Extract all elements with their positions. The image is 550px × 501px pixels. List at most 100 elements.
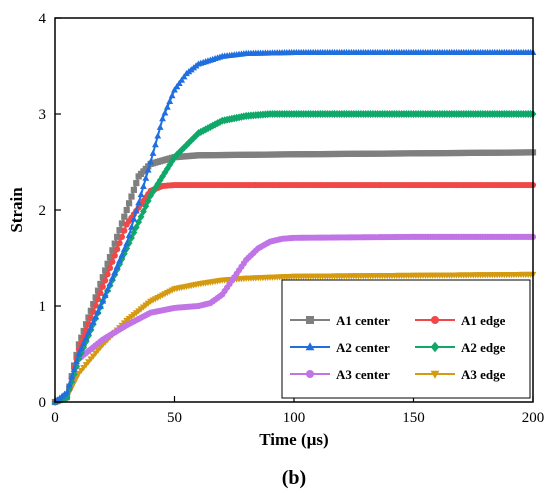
data-point <box>178 76 186 83</box>
data-point <box>140 182 147 189</box>
data-point <box>137 212 145 221</box>
legend-label: A3 center <box>336 367 390 382</box>
legend: A1 center A1 edge A2 center A2 edge A3 cente… <box>281 279 531 399</box>
y-tick-label: 2 <box>39 203 47 219</box>
data-point <box>63 388 71 395</box>
data-point <box>135 217 143 227</box>
legend-marker <box>306 370 314 378</box>
legend-marker <box>430 341 440 353</box>
data-point <box>70 365 78 372</box>
y-tick-label: 4 <box>39 11 47 27</box>
data-point <box>171 86 178 93</box>
data-point <box>104 285 111 293</box>
series-layer <box>51 48 537 407</box>
data-point <box>118 220 126 227</box>
data-point <box>123 239 131 247</box>
data-point <box>116 260 123 269</box>
data-point <box>137 190 145 198</box>
data-point <box>114 246 121 253</box>
data-point <box>121 227 128 234</box>
data-point <box>68 373 76 380</box>
data-point <box>109 247 116 254</box>
data-point <box>116 257 123 264</box>
data-point <box>65 381 73 388</box>
x-tick-label: 150 <box>402 410 425 426</box>
data-point <box>135 199 143 206</box>
data-point <box>175 79 183 86</box>
data-point <box>125 200 133 207</box>
legend-item: A2 center <box>290 340 390 355</box>
legend-marker <box>431 316 439 324</box>
data-point <box>166 97 174 104</box>
data-point <box>151 141 159 148</box>
data-point <box>130 215 138 222</box>
data-point <box>128 193 135 200</box>
x-axis-title: Time (µs) <box>259 430 328 449</box>
data-point <box>156 123 164 130</box>
data-point <box>94 308 102 315</box>
data-point <box>82 334 90 341</box>
data-point <box>97 289 104 297</box>
y-tick-label: 0 <box>39 395 47 411</box>
data-point <box>154 132 162 139</box>
data-point <box>90 308 97 315</box>
data-point <box>87 314 94 322</box>
legend-label: A1 center <box>336 313 390 328</box>
legend-box <box>281 279 531 399</box>
data-point <box>99 274 106 281</box>
data-point <box>108 274 116 281</box>
series-a3-edge <box>51 271 537 406</box>
data-point <box>94 296 102 303</box>
x-tick-label: 200 <box>522 410 545 426</box>
data-point <box>75 350 83 357</box>
data-point <box>75 354 83 363</box>
data-point <box>149 149 157 156</box>
data-point <box>97 302 104 309</box>
data-point <box>104 260 111 267</box>
data-point <box>159 115 166 122</box>
data-point <box>73 357 80 365</box>
data-point <box>116 240 123 247</box>
x-tick-label: 0 <box>51 410 59 426</box>
legend-label: A2 edge <box>461 340 506 355</box>
data-point <box>133 180 140 187</box>
data-point <box>77 345 85 352</box>
ticks-layer: 0 50 100 150 200 0 1 2 3 4 <box>39 11 545 426</box>
data-point <box>111 252 118 259</box>
data-point <box>104 271 111 278</box>
legend-item: A2 edge <box>415 340 506 355</box>
data-point <box>199 126 207 135</box>
data-point <box>99 283 106 290</box>
data-point <box>106 280 114 287</box>
data-point <box>80 339 88 346</box>
data-point <box>142 174 150 181</box>
legend-marker <box>430 370 440 379</box>
data-point <box>85 331 92 340</box>
data-point <box>92 313 100 320</box>
data-point <box>163 103 171 110</box>
data-point <box>85 329 92 336</box>
data-point <box>106 253 114 261</box>
legend-item: A3 center <box>290 367 390 382</box>
data-point <box>111 240 118 247</box>
legend-marker <box>305 342 315 351</box>
data-point <box>118 251 126 258</box>
data-point <box>130 186 137 193</box>
data-point <box>106 264 114 272</box>
y-tick-label: 1 <box>39 299 47 315</box>
data-point <box>111 268 119 275</box>
series-a2-center <box>51 48 537 405</box>
figure-caption: (b) <box>282 467 306 489</box>
data-point <box>168 92 176 99</box>
data-point <box>130 228 138 237</box>
legend-item: A1 center <box>290 313 390 328</box>
data-point <box>123 206 130 214</box>
data-point <box>118 233 126 240</box>
data-point <box>144 196 152 205</box>
x-tick-label: 50 <box>167 410 182 426</box>
data-point <box>142 202 150 211</box>
legend-label: A2 center <box>336 340 390 355</box>
data-point <box>87 323 95 331</box>
legend-marker <box>306 316 314 324</box>
